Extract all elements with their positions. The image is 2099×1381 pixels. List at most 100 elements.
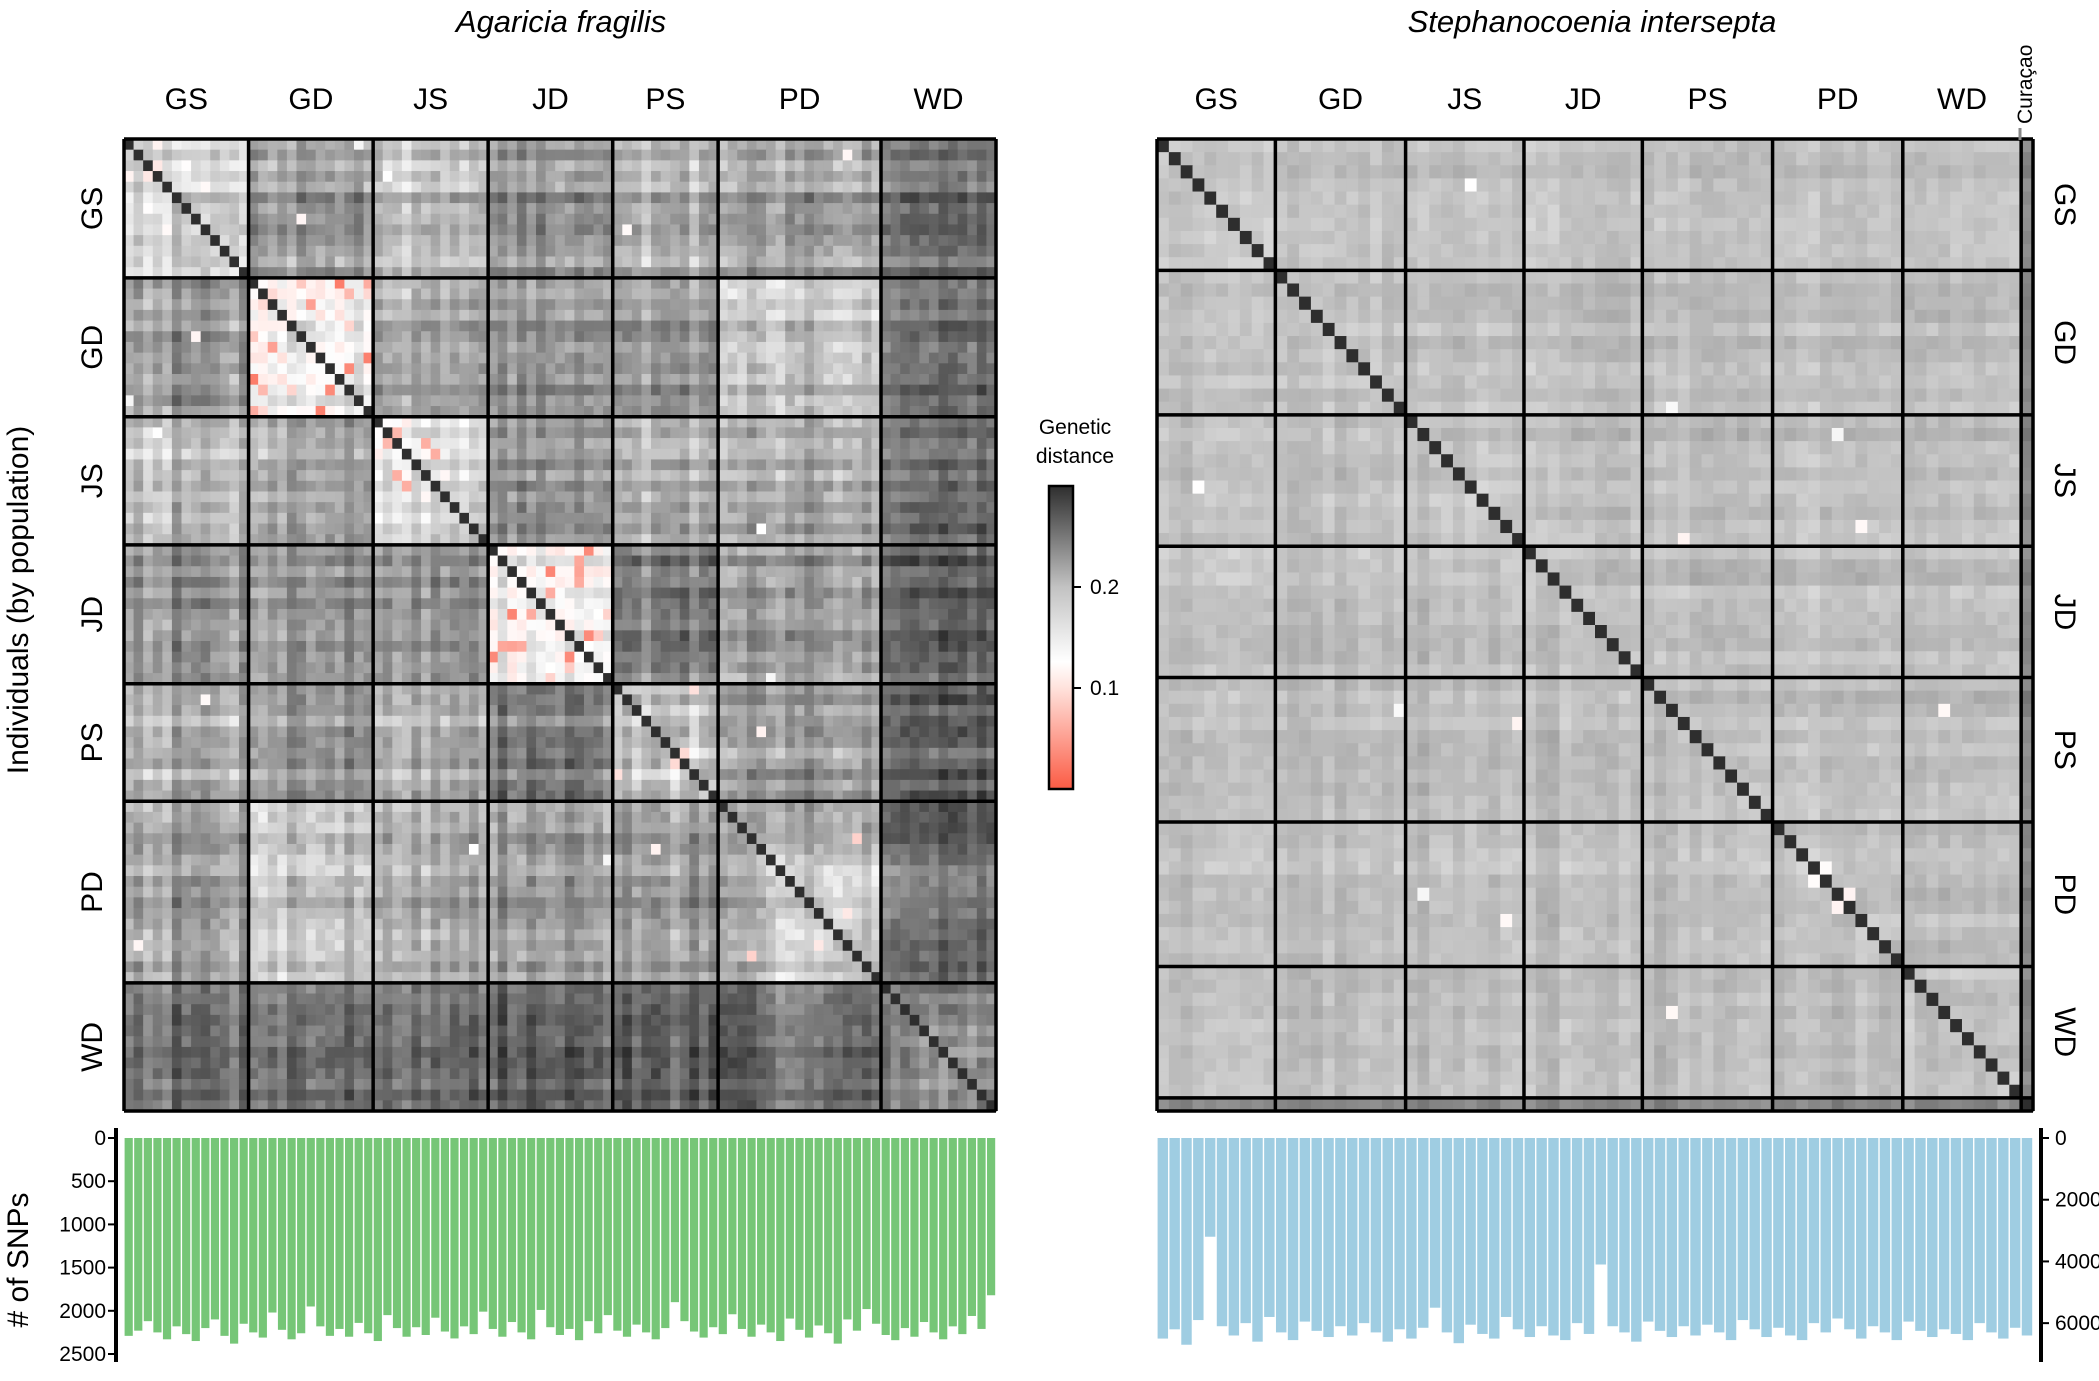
heatmap-cell	[909, 630, 920, 642]
heatmap-cell	[306, 448, 317, 461]
heatmap-cell	[928, 683, 940, 696]
heatmap-cell	[353, 587, 365, 599]
heatmap-cell	[756, 277, 767, 290]
heatmap-cell	[238, 448, 250, 461]
heatmap-cell	[449, 470, 460, 482]
heatmap-cell	[957, 438, 968, 450]
heatmap-cell	[881, 235, 892, 247]
heatmap-cell	[756, 181, 767, 194]
heatmap-cell	[938, 288, 949, 300]
heatmap-cell	[382, 256, 393, 268]
heatmap-cell	[861, 459, 873, 471]
heatmap-cell	[526, 544, 537, 557]
heatmap-cell	[238, 459, 250, 471]
heatmap-cell	[660, 641, 671, 653]
heatmap-cell	[698, 139, 710, 151]
heatmap-cell	[497, 203, 508, 215]
heatmap-cell	[746, 491, 758, 503]
heatmap-cell	[507, 288, 518, 300]
heatmap-cell	[449, 171, 460, 183]
heatmap-cell	[833, 641, 844, 653]
heatmap-cell	[900, 160, 911, 172]
heatmap-cell	[210, 587, 221, 599]
heatmap-cell	[670, 544, 681, 557]
heatmap-cell	[679, 694, 690, 706]
heatmap-cell	[181, 331, 192, 343]
heatmap-cell	[191, 523, 202, 535]
heatmap-cell	[928, 662, 940, 674]
heatmap-cell	[612, 587, 623, 599]
heatmap-cell	[555, 673, 566, 685]
heatmap-cell	[976, 416, 988, 428]
heatmap-cell	[938, 448, 949, 461]
heatmap-cell	[353, 192, 365, 204]
heatmap-cell	[248, 470, 259, 482]
heatmap-cell	[564, 470, 575, 482]
heatmap-cell	[516, 470, 528, 482]
heatmap-cell	[430, 608, 441, 621]
heatmap-cell	[238, 705, 250, 717]
heatmap-cell	[737, 544, 748, 557]
heatmap-cell	[373, 459, 384, 471]
heatmap-cell	[373, 715, 384, 728]
heatmap-cell	[353, 181, 365, 194]
heatmap-cell	[325, 694, 336, 706]
heatmap-cell	[238, 470, 250, 482]
heatmap-cell	[373, 491, 384, 503]
heatmap-cell	[277, 598, 288, 610]
heatmap-cell	[497, 512, 508, 525]
heatmap-cell	[363, 256, 374, 268]
heatmap-cell	[938, 192, 949, 204]
heatmap-cell	[737, 576, 748, 589]
heatmap-cell	[708, 160, 719, 172]
heatmap-cell	[162, 384, 173, 396]
heatmap-cell	[737, 416, 748, 428]
heatmap-cell	[258, 384, 269, 396]
heatmap-cell	[421, 139, 432, 151]
heatmap-cell	[833, 470, 844, 482]
heatmap-cell	[928, 139, 940, 151]
heatmap-cell	[478, 139, 489, 151]
heatmap-cell	[162, 245, 173, 258]
heatmap-cell	[315, 406, 326, 418]
heatmap-cell	[823, 544, 834, 557]
heatmap-cell	[325, 299, 336, 311]
heatmap-cell	[804, 448, 815, 461]
heatmap-cell	[363, 149, 374, 161]
heatmap-cell	[133, 534, 144, 546]
heatmap-cell	[545, 651, 556, 663]
heatmap-cell	[363, 544, 374, 557]
heatmap-cell	[430, 139, 441, 151]
heatmap-cell	[421, 395, 432, 407]
heatmap-cell	[574, 363, 585, 375]
heatmap-cell	[756, 192, 767, 204]
heatmap-cell	[334, 395, 345, 407]
heatmap-cell	[842, 512, 853, 525]
heatmap-cell	[785, 459, 796, 471]
heatmap-cell	[200, 555, 211, 567]
heatmap-cell	[660, 160, 671, 172]
heatmap-cell	[430, 203, 441, 215]
heatmap-cell	[411, 149, 422, 161]
heatmap-cell	[612, 245, 623, 258]
heatmap-cell	[488, 427, 499, 439]
heatmap-cell	[421, 587, 432, 599]
heatmap-cell	[191, 267, 202, 279]
heatmap-cell	[124, 544, 135, 557]
heatmap-cell	[976, 406, 988, 418]
heatmap-cell	[191, 502, 202, 514]
heatmap-cell	[421, 235, 432, 247]
heatmap-cell	[191, 673, 202, 685]
heatmap-cell	[603, 192, 614, 204]
heatmap-cell	[248, 534, 259, 546]
heatmap-cell	[124, 694, 135, 706]
heatmap-cell	[948, 373, 959, 386]
heatmap-cell	[852, 235, 863, 247]
heatmap-cell	[574, 416, 585, 428]
heatmap-cell	[162, 352, 173, 364]
heatmap-cell	[928, 470, 940, 482]
heatmap-cell	[238, 480, 250, 493]
heatmap-cell	[382, 673, 393, 685]
heatmap-cell	[219, 288, 230, 300]
heatmap-cell	[986, 192, 997, 204]
